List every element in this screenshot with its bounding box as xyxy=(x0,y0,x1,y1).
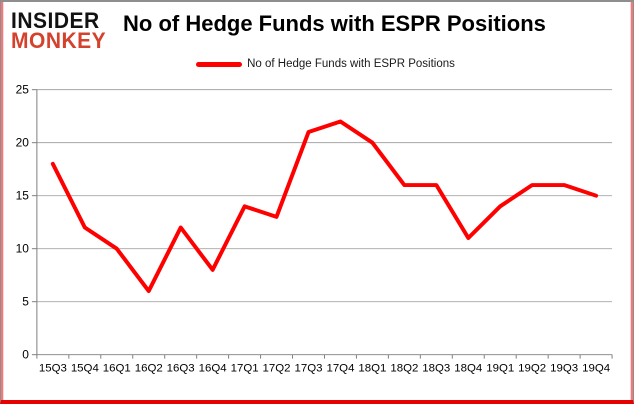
x-axis-labels: 15Q3 15Q4 16Q1 16Q2 16Q3 16Q4 17Q1 17Q2 17Q3 17Q4… xyxy=(39,362,610,374)
svg-text:19Q1: 19Q1 xyxy=(486,362,514,374)
series-lines xyxy=(50,119,599,294)
svg-text:25: 25 xyxy=(16,83,30,97)
svg-text:17Q4: 17Q4 xyxy=(326,362,354,374)
svg-text:18Q4: 18Q4 xyxy=(454,362,482,374)
legend: No of Hedge Funds with ESPR Positions xyxy=(37,58,614,70)
svg-text:19Q3: 19Q3 xyxy=(550,362,578,374)
svg-text:0: 0 xyxy=(22,348,29,362)
svg-text:18Q2: 18Q2 xyxy=(390,362,418,374)
series-line xyxy=(50,119,599,294)
logo-text-monkey: MONKEY xyxy=(11,28,107,54)
svg-text:16Q4: 16Q4 xyxy=(199,362,227,374)
svg-text:17Q1: 17Q1 xyxy=(231,362,259,374)
svg-text:18Q1: 18Q1 xyxy=(358,362,386,374)
y-axis-labels: 0 5 10 15 20 25 xyxy=(16,83,30,362)
svg-text:15: 15 xyxy=(16,189,30,203)
legend-label: No of Hedge Funds with ESPR Positions xyxy=(247,58,455,70)
axes xyxy=(31,89,613,359)
svg-text:19Q4: 19Q4 xyxy=(582,362,610,374)
logo-text-insider: INSIDER xyxy=(11,8,100,34)
svg-text:5: 5 xyxy=(22,295,29,309)
legend-line-swatch xyxy=(196,61,243,67)
svg-text:15Q3: 15Q3 xyxy=(39,362,67,374)
gridlines xyxy=(36,89,613,303)
svg-text:19Q2: 19Q2 xyxy=(518,362,546,374)
svg-text:18Q3: 18Q3 xyxy=(422,362,450,374)
svg-text:15Q4: 15Q4 xyxy=(71,362,99,374)
svg-text:16Q3: 16Q3 xyxy=(167,362,195,374)
chart-title: No of Hedge Funds with ESPR Positions xyxy=(123,11,546,36)
svg-text:17Q2: 17Q2 xyxy=(263,362,291,374)
svg-text:16Q2: 16Q2 xyxy=(135,362,163,374)
svg-text:17Q3: 17Q3 xyxy=(295,362,323,374)
svg-text:10: 10 xyxy=(16,242,30,256)
svg-text:20: 20 xyxy=(16,136,30,150)
insider-monkey-logo: INSIDER MONKEY xyxy=(11,8,107,54)
svg-text:16Q1: 16Q1 xyxy=(103,362,131,374)
